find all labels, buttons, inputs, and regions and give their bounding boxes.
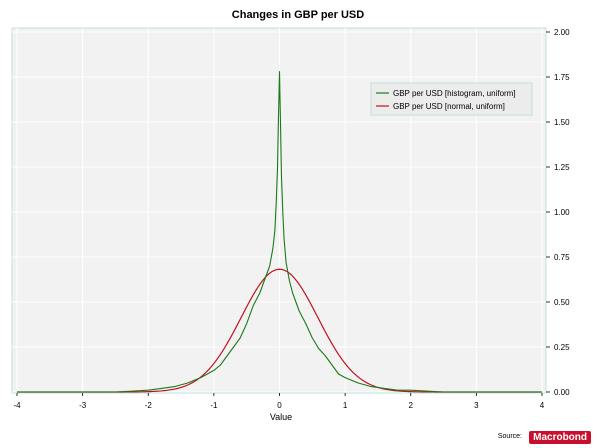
x-tick-label: 2 [409, 401, 414, 410]
x-tick-label: 3 [474, 401, 479, 410]
y-axis: 0.00 0.25 0.50 0.75 1.00 1.25 1.50 1.75 2.00 [546, 28, 570, 397]
legend-label-histogram: GBP per USD [histogram, uniform] [393, 89, 516, 98]
x-axis: -4 -3 -2 -1 0 1 2 3 4 [13, 393, 545, 410]
y-tick-label: 1.00 [554, 208, 570, 217]
x-tick-label: 0 [277, 401, 282, 410]
y-tick-label: 0.75 [554, 253, 570, 262]
legend-box [370, 82, 533, 116]
y-tick-label: 0.00 [554, 388, 570, 397]
x-tick-label: -2 [145, 401, 153, 410]
x-tick-label: 1 [343, 401, 348, 410]
x-tick-label: 4 [540, 401, 545, 410]
x-tick-label: -3 [79, 401, 87, 410]
y-tick-label: 0.50 [554, 298, 570, 307]
y-tick-label: 1.75 [554, 73, 570, 82]
y-tick-label: 1.50 [554, 118, 570, 127]
chart-title: Changes in GBP per USD [232, 9, 364, 21]
y-tick-label: 2.00 [554, 28, 570, 37]
series-line-histogram [17, 71, 542, 393]
x-tick-label: -1 [210, 401, 218, 410]
x-tick-label: -4 [13, 401, 21, 410]
y-tick-label: 1.25 [554, 163, 570, 172]
x-axis-label: Value [270, 412, 292, 422]
series-layer [17, 71, 542, 393]
source-label: Source: [497, 433, 522, 440]
legend: GBP per USD [histogram, uniform] GBP per… [370, 82, 533, 116]
legend-label-normal: GBP per USD [normal, uniform] [393, 102, 505, 111]
macrobond-logo: Macrobond [529, 431, 591, 444]
y-tick-label: 0.25 [554, 343, 570, 352]
